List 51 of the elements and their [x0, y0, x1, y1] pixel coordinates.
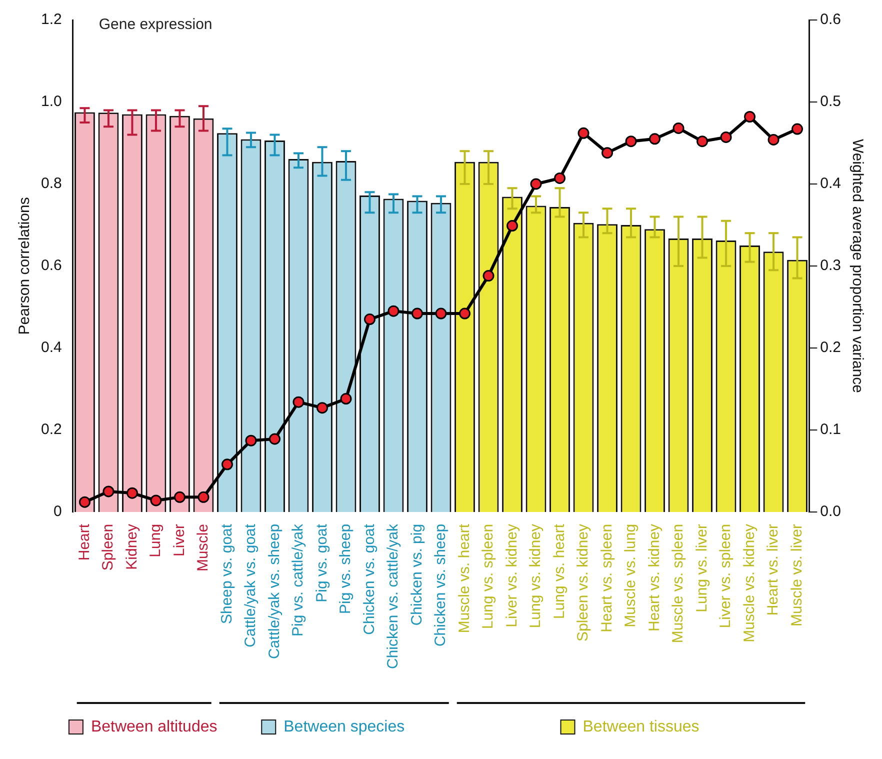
x-tick-label: Lung [147, 524, 164, 558]
y-tick-label: 1.0 [40, 93, 62, 110]
y-tick-label: 1.2 [40, 11, 62, 28]
y-tick-label: 0.2 [40, 421, 62, 438]
legend-label: Between tissues [582, 718, 700, 736]
x-tick-label: Chicken vs. sheep [432, 524, 450, 647]
y2-tick-label: 0.2 [820, 339, 842, 356]
x-tick-label: Lung vs. spleen [480, 524, 497, 630]
x-tick-label: Spleen [100, 524, 117, 571]
x-tick-label: Cattle/yak vs. goat [242, 523, 260, 648]
x-tick-label: Muscle vs. kidney [740, 523, 758, 642]
y2-tick-label: 0.3 [820, 257, 842, 274]
y-tick-label: 0.6 [40, 257, 62, 274]
y-axis-title: Pearson correlations [16, 197, 34, 335]
y2-tick-label: 0.4 [820, 175, 842, 192]
chart-title: Gene expression [98, 16, 212, 34]
x-tick-label: Muscle vs. liver [788, 524, 806, 626]
x-tick-label: Lung vs. liver [693, 524, 710, 612]
x-tick-label: Chicken vs. pig [408, 524, 426, 626]
x-tick-label: Chicken vs. cattle/yak [384, 523, 402, 670]
x-tick-label: Kidney [123, 523, 140, 570]
x-tick-label: Heart vs. spleen [598, 524, 616, 632]
y-tick-label: 0.8 [40, 175, 62, 192]
y2-tick-label: 0.6 [820, 11, 842, 28]
legend-label: Between altitudes [90, 718, 218, 736]
y-tick-label: 0.4 [40, 339, 62, 356]
y2-tick-label: 0.1 [820, 421, 842, 438]
x-tick-label: Pig vs. cattle/yak [290, 523, 307, 636]
x-tick-label: Heart vs. liver [764, 524, 782, 616]
x-tick-label: Sheep vs. goat [218, 523, 236, 624]
x-tick-label: Heart vs. kidney [646, 523, 663, 632]
x-tick-label: Lung vs. heart [550, 523, 568, 620]
x-tick-label: Muscle vs. heart [456, 523, 473, 634]
x-tick-label: Chicken vs. goat [360, 523, 378, 635]
x-tick-label: Liver vs. kidney [503, 523, 520, 628]
y2-tick-label: 0.5 [820, 93, 842, 110]
x-tick-label: Muscle vs. spleen [670, 524, 687, 644]
x-tick-label: Spleen vs. kidney [574, 523, 592, 642]
x-tick-label: Lung vs. kidney [527, 523, 544, 628]
x-tick-label: Pig vs. goat [313, 523, 330, 602]
y-tick-label: 0 [54, 503, 62, 520]
x-tick-label: Liver [170, 524, 188, 556]
y2-axis-title: Weighted average proportion variance [848, 138, 866, 394]
y2-tick-label: 0.0 [820, 503, 842, 520]
legend-label: Between species [284, 718, 405, 736]
x-tick-label: Muscle [194, 524, 212, 572]
x-tick-label: Pig vs. sheep [337, 524, 354, 614]
x-tick-label: Heart [76, 523, 93, 561]
x-tick-label: Muscle vs. lung [622, 524, 640, 628]
x-tick-label: Liver vs. spleen [717, 524, 734, 628]
x-tick-label: Cattle/yak vs. sheep [266, 524, 283, 660]
